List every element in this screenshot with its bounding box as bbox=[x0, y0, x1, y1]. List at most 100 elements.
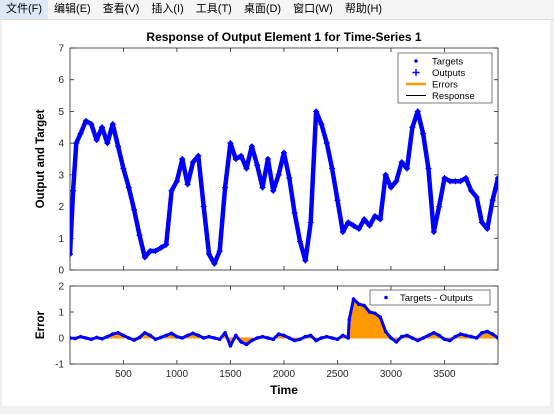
output-point bbox=[452, 178, 459, 185]
error-point bbox=[116, 331, 120, 335]
error-point bbox=[126, 336, 131, 340]
error-point bbox=[399, 334, 404, 339]
output-point bbox=[446, 178, 453, 185]
error-chart-ytick-label-2: 1 bbox=[58, 308, 64, 319]
error-point bbox=[330, 336, 334, 340]
error-point bbox=[260, 334, 265, 339]
error-point bbox=[212, 336, 217, 340]
error-point bbox=[282, 333, 286, 338]
error-point bbox=[415, 338, 420, 343]
error-chart-ytick-label-1: 0 bbox=[58, 334, 64, 345]
output-point bbox=[147, 247, 154, 254]
error-point bbox=[250, 338, 254, 343]
error-point bbox=[159, 335, 163, 340]
error-chart-legend: Targets - Outputs bbox=[369, 289, 491, 306]
legend-entry-outputs: Outputs bbox=[432, 68, 466, 79]
output-point bbox=[355, 225, 362, 232]
error-point bbox=[485, 329, 490, 334]
output-point bbox=[99, 124, 106, 131]
response-chart-ytick-label-3: 3 bbox=[58, 170, 64, 181]
output-point bbox=[77, 130, 84, 137]
figure-svg: 0 1 2 3 4 5 6 7 Response of Output Element 1 for… bbox=[35, 30, 499, 397]
error-point bbox=[132, 338, 136, 342]
output-point bbox=[495, 175, 498, 182]
output-point bbox=[270, 187, 277, 194]
legend-entry-targets: Targets bbox=[432, 57, 463, 68]
output-point bbox=[131, 206, 138, 213]
legend-error-swatch bbox=[384, 295, 388, 300]
output-point bbox=[350, 222, 357, 229]
output-point bbox=[382, 171, 389, 178]
error-point bbox=[191, 331, 195, 336]
error-point bbox=[137, 335, 142, 340]
response-legend-box bbox=[397, 52, 493, 104]
error-point bbox=[239, 340, 243, 344]
error-point bbox=[437, 333, 441, 338]
menu-file[interactable]: 文件(F) bbox=[0, 0, 49, 19]
error-point bbox=[100, 336, 104, 341]
output-point bbox=[173, 178, 180, 185]
menu-desktop[interactable]: 桌面(D) bbox=[243, 3, 282, 15]
output-point bbox=[297, 238, 303, 245]
output-point bbox=[313, 108, 320, 115]
output-point bbox=[179, 156, 186, 162]
error-point bbox=[233, 333, 238, 338]
error-point bbox=[271, 337, 276, 342]
output-point bbox=[216, 247, 223, 254]
output-point bbox=[425, 165, 432, 172]
menu-tools[interactable]: 工具(T) bbox=[195, 3, 232, 15]
menu-view[interactable]: 查看(V) bbox=[102, 3, 140, 15]
output-point bbox=[109, 121, 116, 128]
menu-help[interactable]: 帮助(H) bbox=[344, 3, 383, 15]
legend-entry-errors: Errors bbox=[432, 80, 458, 91]
error-point bbox=[266, 336, 270, 340]
output-point bbox=[436, 203, 443, 210]
error-chart-ytick-label-3: 2 bbox=[58, 282, 64, 293]
error-point bbox=[185, 333, 190, 338]
error-point bbox=[480, 331, 484, 335]
output-point bbox=[457, 178, 464, 185]
targets-minus-outputs-series bbox=[70, 297, 498, 348]
menu-window[interactable]: 窗口(W) bbox=[293, 3, 333, 15]
error-point bbox=[319, 336, 324, 340]
output-point bbox=[489, 197, 496, 204]
output-point bbox=[168, 187, 175, 194]
output-point bbox=[329, 165, 336, 172]
error-point bbox=[303, 334, 308, 339]
output-point bbox=[157, 244, 164, 251]
output-point bbox=[366, 222, 373, 229]
output-point bbox=[264, 156, 271, 162]
output-point bbox=[195, 152, 202, 159]
menu-edit[interactable]: 编辑(E) bbox=[54, 3, 91, 15]
output-point bbox=[473, 194, 480, 201]
output-point bbox=[371, 213, 378, 220]
error-point bbox=[453, 334, 457, 339]
error-legend-box bbox=[369, 289, 491, 306]
error-chart-xlabel: Time bbox=[270, 383, 298, 397]
output-point bbox=[414, 108, 421, 115]
output-point bbox=[387, 184, 394, 191]
error-point bbox=[73, 336, 78, 341]
error-chart-xtick-label-1: 1000 bbox=[166, 369, 189, 380]
error-point bbox=[410, 336, 415, 340]
response-chart-ytick-label-0: 0 bbox=[58, 266, 64, 277]
error-point bbox=[287, 336, 292, 340]
output-point bbox=[254, 162, 261, 169]
error-point bbox=[378, 315, 383, 320]
menu-insert[interactable]: 插入(I) bbox=[151, 3, 184, 15]
error-point bbox=[276, 332, 281, 336]
error-point bbox=[143, 331, 147, 335]
output-point bbox=[361, 216, 368, 223]
error-point bbox=[153, 337, 158, 342]
error-point bbox=[351, 297, 356, 301]
error-point bbox=[217, 337, 222, 342]
error-point bbox=[474, 336, 479, 340]
error-point bbox=[308, 333, 313, 338]
output-point bbox=[339, 228, 346, 235]
response-chart-ytick-label-5: 5 bbox=[58, 107, 64, 118]
error-point bbox=[421, 336, 425, 340]
error-point bbox=[373, 311, 377, 316]
output-point bbox=[189, 159, 196, 166]
error-point bbox=[324, 334, 329, 339]
